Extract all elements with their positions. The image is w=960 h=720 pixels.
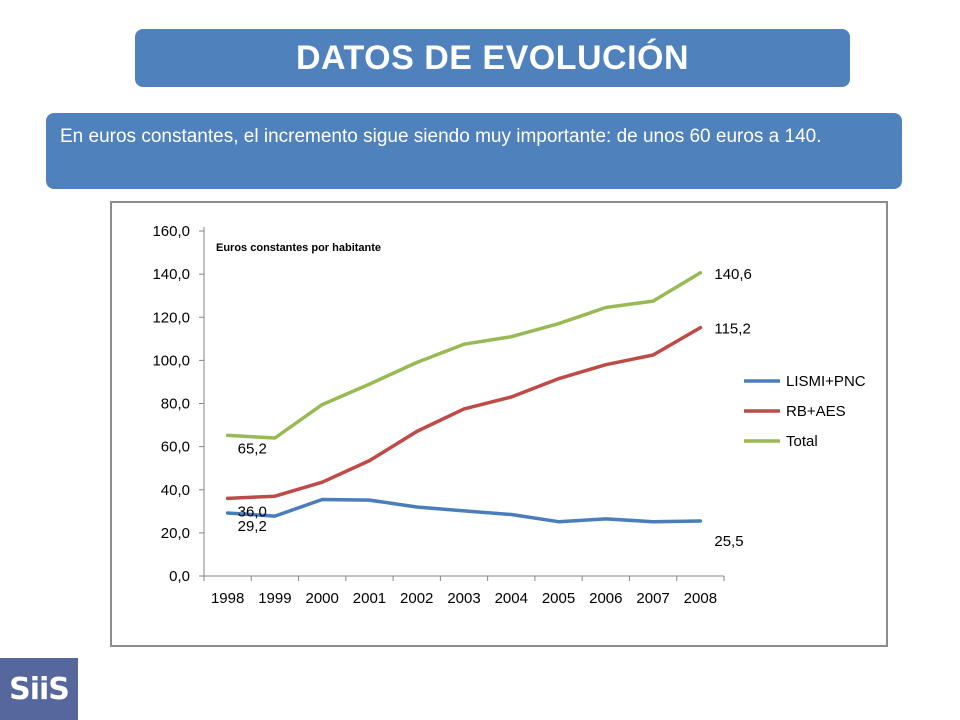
- x-tick-label: 2001: [353, 590, 386, 607]
- x-tick-label: 2000: [305, 590, 338, 607]
- x-tick-label: 1998: [211, 590, 244, 607]
- x-tick-label: 2007: [636, 590, 669, 607]
- x-tick-label: 2006: [589, 590, 622, 607]
- data-label: 65,2: [238, 440, 267, 457]
- subtitle-banner: En euros constantes, el incremento sigue…: [46, 113, 902, 189]
- y-tick-label: 0,0: [169, 568, 190, 585]
- x-tick-label: 1999: [258, 590, 291, 607]
- siis-logo: SiiS: [0, 658, 78, 720]
- chart-title: Euros constantes por habitante: [216, 242, 381, 254]
- line-chart: 0,0 20,0 40,0 60,0 80,0 100,0 120,0 140,0 160,0 1…: [152, 223, 866, 607]
- data-label: 29,2: [238, 518, 267, 535]
- data-label: 25,5: [714, 533, 743, 550]
- data-label: 36,0: [238, 503, 267, 520]
- y-tick-label: 80,0: [161, 396, 190, 413]
- x-tick-label: 2008: [684, 590, 717, 607]
- y-tick-label: 100,0: [152, 352, 190, 369]
- y-tick-label: 140,0: [152, 266, 190, 283]
- y-tick-label: 160,0: [152, 223, 190, 240]
- data-label: 115,2: [714, 321, 750, 338]
- page-subtitle: En euros constantes, el incremento sigue…: [60, 126, 822, 147]
- series-line-lismi-pnc: [225, 497, 703, 524]
- y-tick-label: 40,0: [161, 482, 190, 499]
- chart-frame: 0,0 20,0 40,0 60,0 80,0 100,0 120,0 140,0 160,0 1…: [110, 201, 888, 647]
- x-tick-label: 2003: [447, 590, 480, 607]
- x-tick-label: 2004: [495, 590, 528, 607]
- title-banner: DATOS DE EVOLUCIÓN: [135, 29, 850, 87]
- data-label: 140,6: [714, 266, 752, 283]
- legend-label: LISMI+PNC: [786, 373, 866, 390]
- logo-text: SiiS: [9, 671, 70, 707]
- x-tick-label: 2002: [400, 590, 433, 607]
- page-title: DATOS DE EVOLUCIÓN: [295, 38, 690, 77]
- x-tick-label: 2005: [542, 590, 575, 607]
- y-tick-label: 120,0: [152, 309, 190, 326]
- legend-label: RB+AES: [786, 403, 846, 420]
- y-tick-label: 20,0: [161, 525, 190, 542]
- legend-label: Total: [786, 433, 818, 450]
- series-line-rb-aes: [225, 325, 703, 501]
- y-tick-label: 60,0: [161, 439, 190, 456]
- series-line-total: [225, 271, 703, 440]
